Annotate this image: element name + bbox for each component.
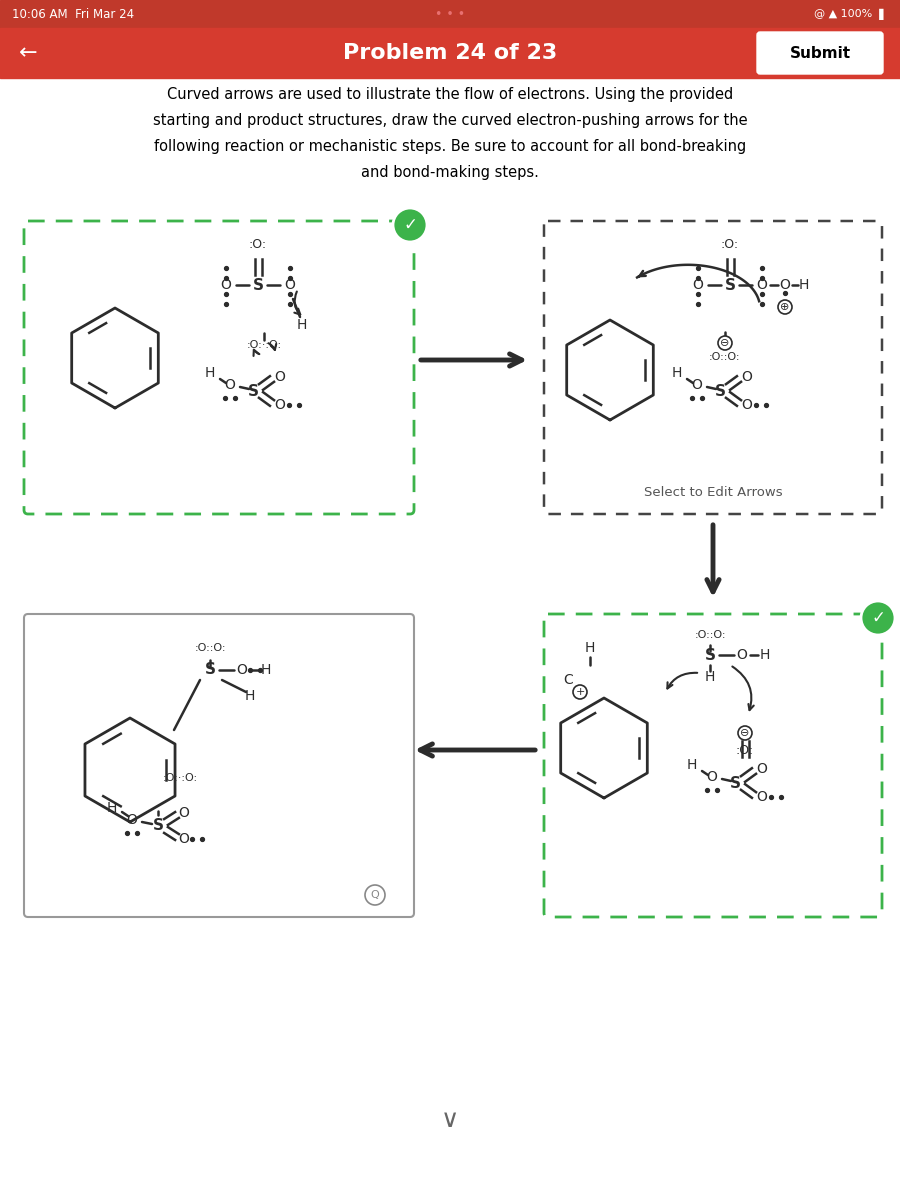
Text: O: O [178,806,189,820]
Text: H: H [297,318,307,332]
FancyBboxPatch shape [544,221,882,514]
Text: :O:·:O:: :O:·:O: [247,340,282,350]
Text: :O:: :O: [721,239,739,252]
Text: O: O [220,278,231,292]
Text: O: O [693,278,704,292]
Text: S: S [705,648,716,662]
Circle shape [778,300,792,314]
Circle shape [573,685,587,698]
Text: O: O [274,370,285,384]
Circle shape [365,886,385,905]
Text: O: O [237,662,248,677]
Text: ⊖: ⊖ [741,728,750,738]
Text: O: O [225,378,236,392]
Text: @ ▲ 100%  ▌: @ ▲ 100% ▌ [807,8,888,19]
FancyBboxPatch shape [544,614,882,917]
Text: :O::O:: :O::O: [709,352,741,362]
Text: O: O [757,278,768,292]
Text: O: O [691,378,702,392]
Text: starting and product structures, draw the curved electron-pushing arrows for the: starting and product structures, draw th… [153,114,747,128]
Text: S: S [152,818,164,834]
Text: O: O [706,770,717,784]
Text: H: H [705,670,716,684]
Text: S: S [715,384,725,398]
Text: and bond-making steps.: and bond-making steps. [361,166,539,180]
Text: S: S [204,662,215,678]
Text: O: O [284,278,295,292]
Text: S: S [730,775,741,791]
Text: :O:: :O: [249,239,267,252]
FancyBboxPatch shape [24,614,414,917]
Text: ∨: ∨ [441,1108,459,1132]
Circle shape [393,208,427,242]
Text: ⊕: ⊕ [780,302,789,312]
Text: Q: Q [371,890,380,900]
Text: :O:: :O: [736,744,754,756]
Text: 10:06 AM  Fri Mar 24: 10:06 AM Fri Mar 24 [12,7,134,20]
Text: H: H [205,366,215,380]
Text: H: H [671,366,682,380]
Text: H: H [245,689,256,703]
Text: O: O [274,398,285,412]
Circle shape [738,726,752,740]
Text: H: H [585,641,595,655]
Circle shape [861,601,895,635]
Text: S: S [724,277,735,293]
Text: H: H [261,662,271,677]
Text: following reaction or mechanistic steps. Be sure to account for all bond-breakin: following reaction or mechanistic steps.… [154,139,746,155]
Text: :O:·:O:: :O:·:O: [162,773,198,782]
Bar [0,0,900,28]
Text: H: H [687,758,698,772]
Text: C: C [563,673,573,686]
Text: Problem 24 of 23: Problem 24 of 23 [343,43,557,62]
FancyBboxPatch shape [757,32,883,74]
Text: ←: ← [19,43,37,62]
Text: O: O [757,762,768,776]
Text: Submit: Submit [789,46,850,60]
Text: O: O [178,832,189,846]
Text: • • •: • • • [435,7,465,20]
Circle shape [718,336,732,350]
Text: +: + [575,686,585,697]
Text: :O::O:: :O::O: [694,630,725,640]
Text: ✓: ✓ [871,608,885,626]
Text: Curved arrows are used to illustrate the flow of electrons. Using the provided: Curved arrows are used to illustrate the… [166,88,733,102]
Text: O: O [127,814,138,827]
Text: :O::O:: :O::O: [194,643,226,653]
Text: O: O [742,398,752,412]
Text: Select to Edit Arrows: Select to Edit Arrows [644,486,782,498]
Text: ✓: ✓ [403,216,417,234]
Text: O: O [779,278,790,292]
Text: H: H [760,648,770,662]
Bar [0,28,900,78]
Text: H: H [799,278,809,292]
Text: S: S [253,277,264,293]
Text: H: H [107,802,117,815]
FancyBboxPatch shape [24,221,414,514]
Text: O: O [742,370,752,384]
Text: O: O [757,790,768,804]
Text: ⊖: ⊖ [720,338,730,348]
Text: S: S [248,384,258,398]
Text: O: O [736,648,747,662]
